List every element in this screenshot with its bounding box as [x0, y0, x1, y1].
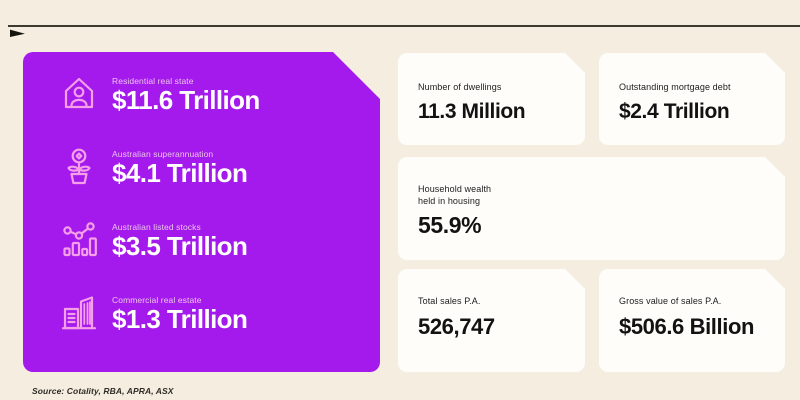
card-value: $506.6 Billion: [619, 314, 755, 340]
card-value: 55.9%: [418, 212, 482, 239]
card-number-of-dwellings: Number of dwellings 11.3 Million: [398, 53, 585, 145]
card-label: Total sales P.A.: [418, 296, 481, 306]
asset-label: Australian superannuation: [112, 149, 214, 159]
card-label: Gross value of sales P.A.: [619, 296, 722, 306]
asset-label: Commercial real estate: [112, 295, 202, 305]
asset-text: Commercial real estate $1.3 Trillion: [112, 293, 248, 335]
card-label: Outstanding mortgage debt: [619, 82, 731, 92]
stocks-chart-icon: [57, 218, 101, 262]
asset-classes-panel: Residential real state $11.6 Trillion Au…: [23, 52, 380, 372]
asset-value: $11.6 Trillion: [112, 85, 260, 115]
source-note: Source: Cotality, RBA, APRA, ASX: [32, 386, 174, 396]
card-label: Household wealth held in housing: [418, 183, 767, 207]
flag-marker-icon: [10, 29, 25, 37]
card-label-line2: held in housing: [418, 196, 481, 207]
asset-text: Residential real state $11.6 Trillion: [112, 74, 260, 116]
asset-row-residential: Residential real state $11.6 Trillion: [57, 74, 380, 118]
card-household-wealth: Household wealth held in housing 55.9%: [398, 157, 785, 260]
asset-text: Australian superannuation $4.1 Trillion: [112, 147, 248, 189]
asset-row-commercial: Commercial real estate $1.3 Trillion: [57, 293, 380, 337]
commercial-buildings-icon: [57, 291, 101, 335]
asset-value: $4.1 Trillion: [112, 158, 248, 188]
asset-row-superannuation: Australian superannuation $4.1 Trillion: [57, 147, 380, 191]
card-label: Number of dwellings: [418, 82, 502, 92]
card-outstanding-mortgage-debt: Outstanding mortgage debt $2.4 Trillion: [599, 53, 785, 145]
asset-text: Australian listed stocks $3.5 Trillion: [112, 220, 248, 262]
superannuation-plant-icon: [57, 145, 101, 189]
asset-value: $3.5 Trillion: [112, 231, 248, 261]
asset-label: Australian listed stocks: [112, 222, 201, 232]
card-label-line1: Household wealth: [418, 184, 492, 194]
card-gross-value-of-sales: Gross value of sales P.A. $506.6 Billion: [599, 269, 785, 372]
card-total-sales: Total sales P.A. 526,747: [398, 269, 585, 372]
card-value: $2.4 Trillion: [619, 100, 730, 124]
asset-label: Residential real state: [112, 76, 194, 86]
house-person-icon: [57, 72, 101, 116]
asset-value: $1.3 Trillion: [112, 304, 248, 334]
asset-row-stocks: Australian listed stocks $3.5 Trillion: [57, 220, 380, 264]
top-rule: [8, 25, 800, 27]
card-value: 11.3 Million: [418, 100, 526, 124]
card-value: 526,747: [418, 314, 495, 340]
